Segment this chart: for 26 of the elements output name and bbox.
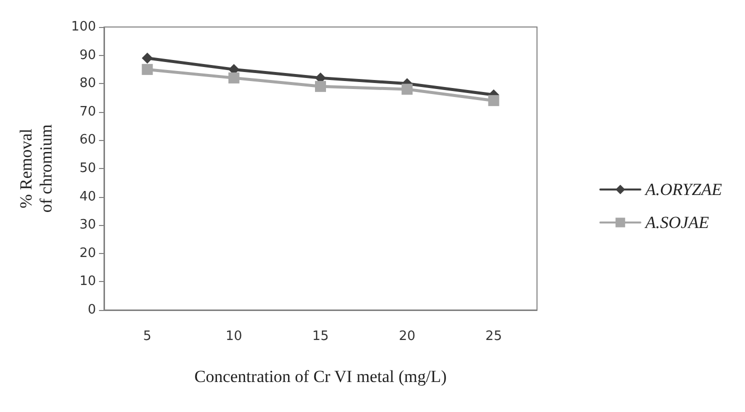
y-tick-label: 40 — [79, 189, 96, 204]
point — [315, 80, 326, 92]
y-tick-label: 70 — [79, 104, 96, 120]
y-tick-label: 80 — [79, 76, 96, 92]
y-tick-label: 60 — [79, 132, 96, 148]
x-axis-title: Concentration of Cr VI metal (mg/L) — [194, 367, 447, 386]
legend-label: A.ORYZAE — [644, 180, 723, 199]
point — [142, 52, 153, 64]
point — [402, 84, 413, 95]
y-axis-title: % Removal of chromium — [16, 124, 56, 213]
point — [488, 95, 500, 106]
point — [228, 72, 240, 84]
x-tick-label: 25 — [485, 329, 502, 344]
x-tick-label: 20 — [398, 329, 416, 344]
x-tick-label: 5 — [143, 329, 152, 344]
y-tick-label: 100 — [71, 20, 96, 34]
y-tick-label: 90 — [79, 48, 96, 63]
x-tick-label: 10 — [226, 329, 242, 344]
y-tick-label: 20 — [79, 246, 96, 261]
y-tick-label: 50 — [79, 161, 96, 176]
y-tick-label: 10 — [79, 274, 96, 290]
x-tick-label: 15 — [312, 329, 329, 344]
y-tick-label: 30 — [79, 218, 96, 233]
y-tick-label: 0 — [88, 302, 96, 318]
legend-label: A.SOJAE — [644, 213, 710, 232]
point — [142, 64, 153, 75]
